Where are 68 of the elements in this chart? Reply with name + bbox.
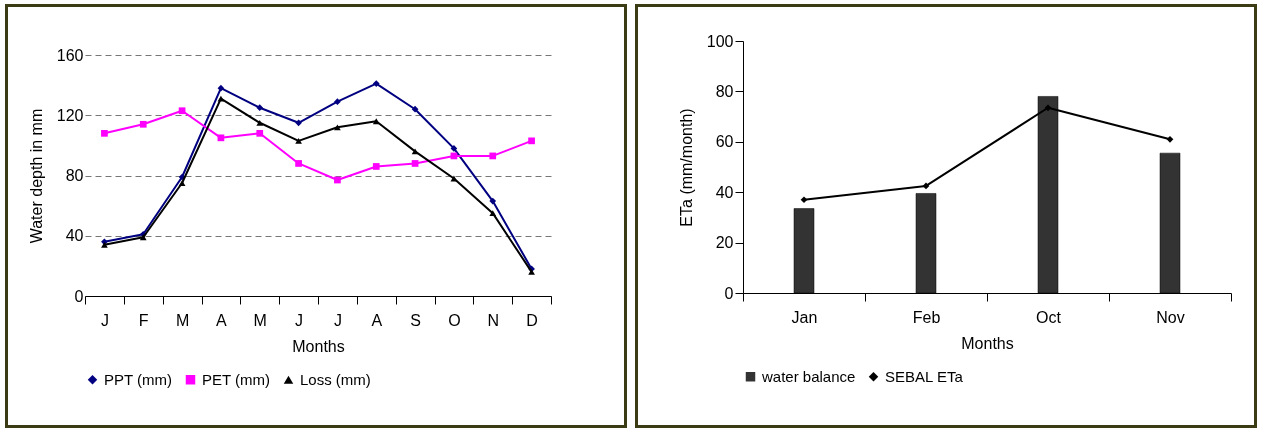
x-tick-label: F: [138, 311, 149, 329]
x-tick-label: O: [448, 311, 461, 329]
x-tick-label: J: [333, 311, 342, 329]
legend-label: PPT (mm): [104, 370, 173, 388]
x-tick-label: M: [253, 311, 267, 329]
point: [334, 176, 341, 184]
y-tick-label: 100: [706, 32, 734, 50]
y-tick-label: 0: [724, 284, 734, 302]
point: [295, 160, 302, 167]
y-tick-label: 40: [65, 227, 84, 245]
point: [139, 120, 147, 128]
y-axis-title: Water depth in mm: [27, 108, 45, 244]
legend-label: PET (mm): [202, 370, 271, 388]
point: [489, 197, 497, 205]
point: [1044, 104, 1052, 112]
point: [922, 182, 930, 190]
legend-label: Loss (mm): [300, 370, 371, 388]
point: [101, 129, 108, 137]
point: [256, 119, 264, 126]
x-tick-label: N: [487, 311, 500, 329]
x-tick-label: Nov: [1156, 308, 1185, 326]
point: [217, 134, 225, 142]
y-tick-label: 40: [715, 183, 734, 201]
x-tick-label: A: [371, 311, 383, 329]
legend-label: water balance: [761, 367, 856, 385]
point: [178, 180, 186, 186]
y-tick-label: 80: [715, 82, 734, 100]
point: [528, 137, 535, 145]
point: [256, 104, 264, 112]
point: [450, 145, 458, 152]
point: [1166, 135, 1174, 143]
x-tick-label: Feb: [912, 308, 941, 326]
point: [295, 119, 302, 127]
y-axis-title: ETa (mm/month): [677, 108, 695, 227]
x-axis-title: Months: [292, 337, 345, 355]
legend-label: SEBAL ETa: [885, 367, 964, 385]
point: [372, 80, 380, 87]
x-tick-label: Jan: [791, 308, 818, 326]
point: [334, 98, 341, 106]
point: [372, 163, 380, 170]
point: [489, 152, 497, 160]
x-tick-label: S: [410, 311, 421, 329]
y-tick-label: 80: [65, 167, 84, 184]
y-tick-label: 120: [56, 106, 84, 124]
point: [295, 137, 302, 144]
point: [178, 107, 186, 115]
point: [800, 196, 808, 204]
point: [217, 95, 225, 102]
point: [411, 105, 419, 113]
point: [217, 84, 225, 92]
x-tick-label: J: [100, 311, 109, 329]
point: [372, 118, 380, 125]
point: [411, 148, 419, 155]
point: [489, 210, 497, 217]
x-tick-label: M: [175, 311, 190, 329]
y-tick-label: 160: [56, 46, 84, 64]
y-tick-label: 20: [715, 234, 734, 252]
point: [139, 234, 147, 241]
x-tick-label: J: [295, 311, 304, 329]
point: [411, 160, 419, 167]
x-axis-title: Months: [961, 334, 1014, 352]
x-tick-label: A: [216, 311, 228, 329]
point: [334, 124, 341, 131]
y-tick-label: 60: [715, 133, 734, 151]
point: [256, 129, 264, 137]
y-tick-label: 0: [74, 287, 84, 305]
x-tick-label: D: [526, 311, 538, 329]
x-tick-label: Oct: [1036, 308, 1062, 326]
